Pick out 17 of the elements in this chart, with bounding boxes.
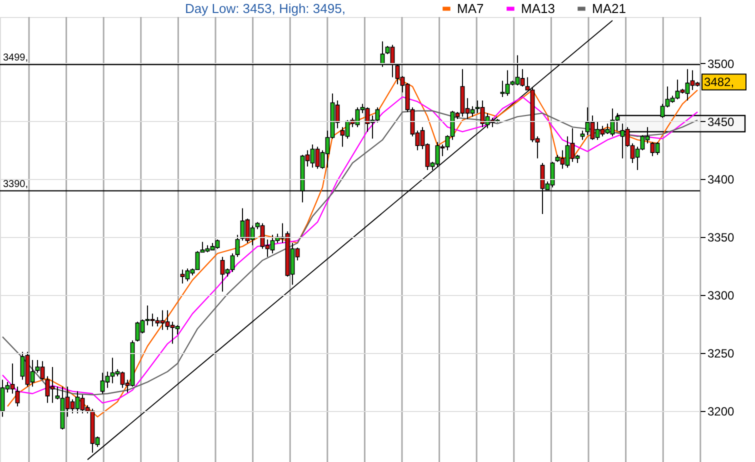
y-tick-label: 3250 <box>708 346 735 361</box>
y-tick-label: 3400 <box>708 172 735 187</box>
y-tick-label: 3300 <box>708 288 735 303</box>
ref-line-label: 3390, <box>3 178 28 190</box>
y-tick-label: 3200 <box>708 404 735 419</box>
y-tick-label: 3500 <box>708 56 735 71</box>
text: 3482, <box>704 75 734 89</box>
ref-line-label: 3499, <box>3 52 28 64</box>
y-tick-label: 3450 <box>708 114 735 129</box>
candlestick <box>15 386 20 407</box>
candlestick <box>580 130 585 140</box>
legend-label: MA21 <box>592 0 626 16</box>
legend-label: MA13 <box>521 0 555 16</box>
text: Day Low: 3453, High: 3495, <box>185 1 346 16</box>
y-tick-label: 3350 <box>708 230 735 245</box>
candlestick <box>235 234 240 258</box>
legend-label: MA7 <box>457 0 484 16</box>
